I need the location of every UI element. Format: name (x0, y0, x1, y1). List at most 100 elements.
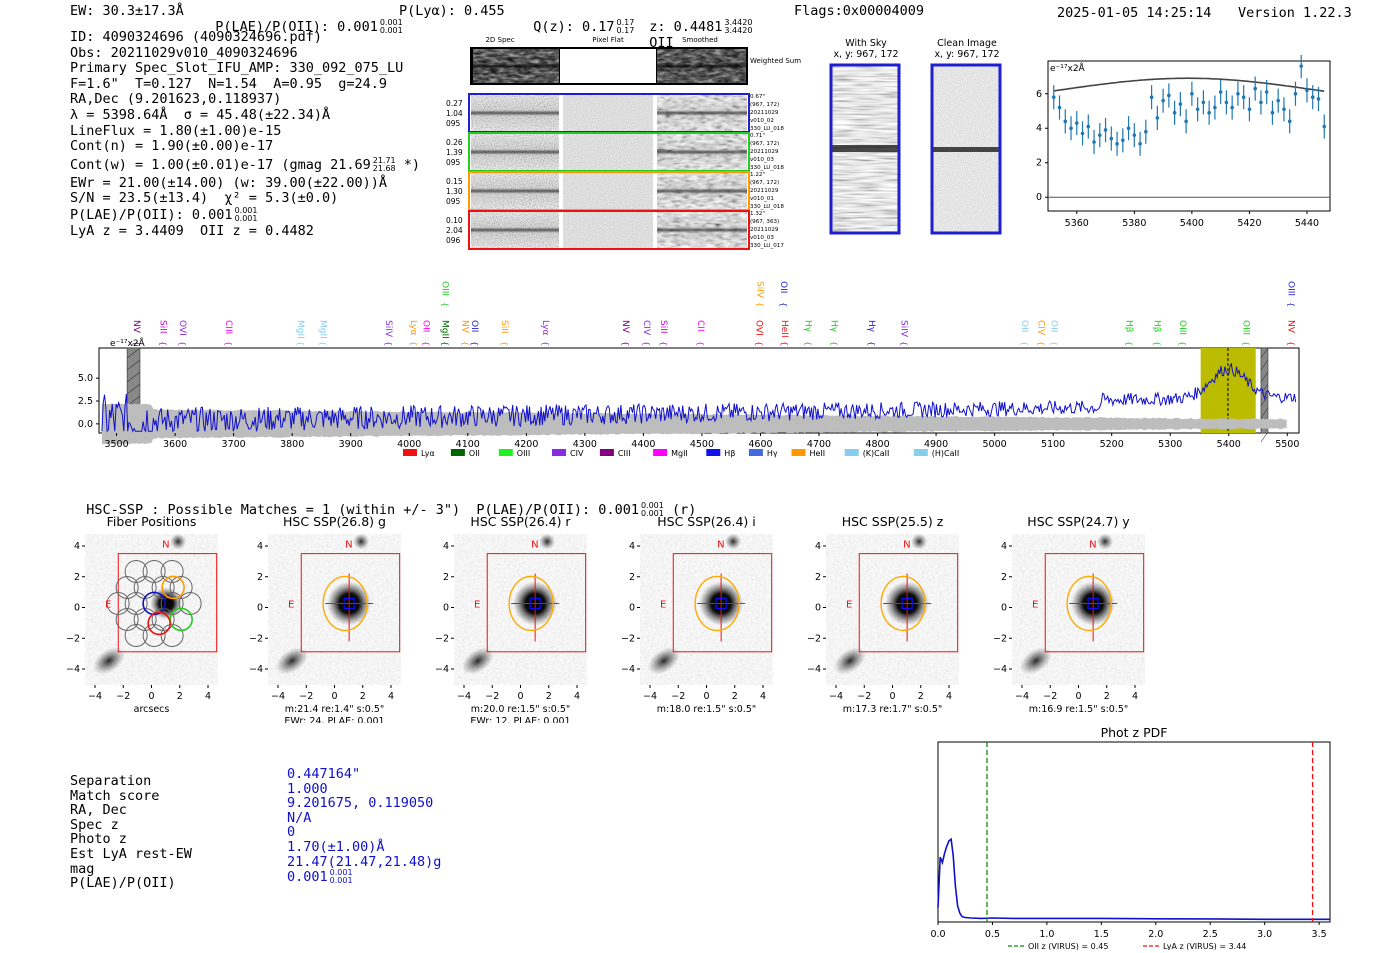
hsc-panel-caption: arcsecs (134, 704, 170, 715)
hsc-xtick-label: −2 (1043, 691, 1057, 702)
cutout-row-right-label: (967, 172) (750, 141, 779, 147)
hsc-ytick-label: 4 (74, 541, 80, 552)
spectrum-xtick-label: 5400 (1217, 439, 1241, 450)
cutout-row-right-label: 330_LU_018 (750, 204, 784, 210)
hsc-panel: Fiber Positions N E −4 −4 −2 −2 0 0 2 2 4 4 arcsecs (66, 514, 218, 715)
hsc-search-box (117, 553, 218, 653)
hsc-target-box (1087, 597, 1099, 610)
spectrum-line-label: SiII (658, 320, 668, 334)
spectrum-legend-label: OII (469, 449, 480, 458)
hsc-ytick-label: 4 (443, 541, 449, 552)
hsc-title: HSC-SSP : Possible Matches = 1 (within +… (70, 486, 696, 519)
photz-xtick-label: 2.0 (1148, 929, 1163, 940)
hsc-panel-title: HSC SSP(26.4) i (657, 514, 755, 529)
cutout-row-right-label: 330_LU_017 (750, 243, 784, 249)
cutout-row-right-label: v010_01 (750, 196, 774, 202)
match-label-mag: mag (70, 860, 95, 877)
spectrum-masked-hatch (1260, 347, 1269, 359)
hsc-search-box (858, 553, 959, 653)
hsc-ytick-label: 2 (74, 572, 80, 583)
info-line-sn: S/N = 23.5(±13.4) χ² = 5.3(±0.0) (70, 190, 339, 207)
zoom-point (1138, 141, 1142, 146)
cutout-row-left-label: 1.04 (446, 109, 463, 118)
zoom-point (1074, 121, 1079, 125)
zoom-point (1172, 110, 1177, 115)
cutout-col-pixelflat: Pixel Flat (592, 36, 624, 44)
cutout-row-smoothed-trace (657, 134, 747, 170)
spectrum-line-tick: { (461, 341, 470, 346)
spectrum-masked-hatch (126, 359, 141, 371)
header-z-label: z: 0.4481 (649, 19, 723, 35)
info-line-radec: RA,Dec (9.201623,0.118937) (70, 91, 282, 108)
spectrum-legend-label: Lyα (421, 449, 435, 458)
zoom-point (1097, 133, 1102, 137)
hsc-fiber-circle (115, 575, 139, 599)
spectrum-line-tick: { (409, 341, 418, 346)
hsc-search-box (486, 553, 587, 653)
spectrum-line-label: SiIV (755, 281, 765, 299)
hsc-panels: Fiber Positions N E −4 −4 −2 −2 0 0 2 2 4 4 arcsecs HS… (66, 514, 1145, 723)
cutout-row-left-label: 0.26 (446, 138, 463, 147)
info-line-slot: Primary Spec_Slot_IFU_AMP: 330_092_075_L… (70, 60, 404, 77)
cutout-row-left-label: 1.30 (446, 187, 463, 196)
zoom-point (1063, 119, 1068, 124)
hsc-ytick-label: −2 (435, 633, 449, 644)
weighted-sum-pixelflat (560, 49, 656, 83)
spectrum-masked-hatch (126, 383, 141, 395)
zoom-point (1224, 100, 1229, 105)
hsc-ytick-label: 2 (815, 572, 821, 583)
zoom-point (1282, 107, 1286, 112)
hsc-xtick-label: −2 (485, 691, 499, 702)
cutout-row-left-label: 095 (446, 197, 461, 206)
zoom-ytick-label: 0 (1036, 192, 1042, 203)
zoom-xtick-label: 5400 (1180, 218, 1204, 229)
spectrum-xtick-label: 4900 (924, 439, 948, 450)
info-contw-hi: 21.71 (372, 155, 396, 165)
spectrum-xtick-label: 4100 (456, 439, 480, 450)
spectrum-masked-hatch (1260, 395, 1269, 407)
hsc-xtick-label: 0 (703, 691, 709, 702)
hsc-fiber-circle (106, 591, 130, 615)
cutout-row-smoothed-trace (657, 212, 747, 248)
spectrum-legend-swatch (706, 449, 721, 456)
hsc-target-box (343, 597, 355, 610)
photz-legend-lya: LyA z (VIRUS) = 3.44 (1163, 942, 1246, 950)
spectrum-flux-line (101, 362, 1297, 433)
header-plae-lo: 0.001 (379, 26, 403, 35)
spectrum-line-label: OIII (440, 281, 450, 296)
zoom-point (1178, 102, 1183, 106)
spectrum-line-label: OVI (177, 320, 187, 336)
hsc-ytick-label: 4 (815, 541, 821, 552)
hsc-north-label: N (531, 540, 538, 551)
cutout-row-left-label: 0.15 (446, 177, 463, 186)
hsc-xtick-label: 0 (331, 691, 337, 702)
hsc-ytick-label: 0 (629, 603, 635, 614)
hsc-ytick-label: −2 (66, 633, 80, 644)
photz-curve (937, 837, 1330, 921)
photz-xtick-label: 1.0 (1039, 929, 1054, 940)
match-value-mag: 21.47(21.47,21.48)g (287, 853, 442, 870)
hsc-ytick-label: −4 (807, 664, 821, 675)
photz-xtick-label: 0.0 (930, 929, 945, 940)
spectrum-line-tick: { (754, 341, 763, 346)
info-line-obs: Obs: 20211029v010_4090324696 (70, 44, 298, 61)
hsc-panel-title: HSC SSP(26.4) r (470, 514, 571, 529)
spectrum-legend-label: CIII (618, 449, 631, 458)
spectrum-xtick-label: 5000 (983, 439, 1007, 450)
hsc-east-label: E (474, 599, 480, 610)
clean-image-frame (930, 63, 1002, 235)
spectrum-legend-swatch (450, 449, 465, 456)
hsc-ytick-label: 2 (443, 572, 449, 583)
hsc-xtick-label: −2 (671, 691, 685, 702)
zoom-ytick-label: 2 (1036, 158, 1042, 169)
hsc-xtick-label: 4 (760, 691, 766, 702)
spectrum-line-tick: { (159, 341, 168, 346)
hsc-panel-caption-2: EWr: 12, PLAE: 0.001 (470, 716, 570, 723)
hsc-aperture-ellipse (322, 575, 368, 632)
spectrum-line-tick: { (621, 341, 630, 346)
hsc-secondary-source (461, 647, 494, 675)
header-datetime: 2025-01-05 14:25:14 (1057, 5, 1212, 21)
zoom-point (1195, 107, 1200, 112)
spectrum-line-label: CII (695, 320, 705, 332)
